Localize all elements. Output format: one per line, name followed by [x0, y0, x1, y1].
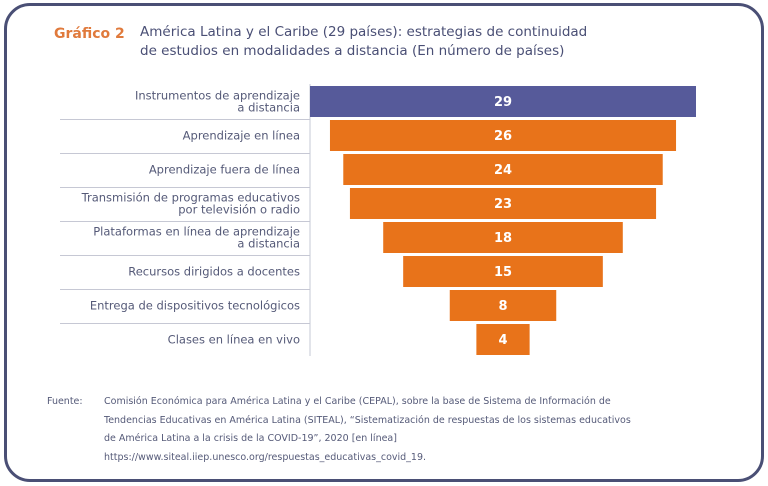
source-line-1: Comisión Económica para América Latina y… — [104, 396, 611, 407]
source-text: Comisión Económica para América Latina y… — [104, 393, 704, 467]
bar — [329, 120, 677, 151]
category-label: Instrumentos de aprendizaje a distancia — [135, 89, 300, 115]
category-label: Aprendizaje en línea — [183, 129, 300, 143]
bar-value-label: 18 — [494, 231, 512, 246]
bar — [383, 222, 623, 253]
source-line-3: de América Latina a la crisis de la COVI… — [104, 433, 397, 444]
category-label: Transmisión de programas educativos por t… — [81, 191, 300, 217]
bar — [403, 256, 603, 287]
bar — [449, 290, 557, 321]
source-label: Fuente: — [47, 396, 83, 407]
bar-value-label: 23 — [494, 197, 512, 212]
bar — [349, 188, 657, 219]
bar — [343, 154, 663, 185]
category-label: Plataformas en línea de aprendizaje a dis… — [93, 225, 300, 251]
bar — [476, 324, 530, 355]
category-label: Entrega de dispositivos tecnológicos — [90, 299, 300, 313]
bar — [310, 86, 696, 117]
category-label: Clases en línea en vivo — [168, 333, 300, 347]
bar-value-label: 8 — [498, 299, 507, 314]
bar-value-label: 24 — [494, 163, 512, 178]
figure-label: Gráfico 2 — [54, 26, 125, 42]
category-label: Recursos dirigidos a docentes — [128, 265, 300, 279]
source-line-4: https://www.siteal.iiep.unesco.org/respu… — [104, 451, 427, 463]
source-line-2: Tendencias Educativas en América Latina … — [104, 414, 631, 426]
category-label: Aprendizaje fuera de línea — [149, 163, 300, 177]
bar-value-label: 15 — [494, 265, 512, 280]
figure-title-line-2: de estudios en modalidades a distancia (… — [140, 43, 565, 59]
figure-title: América Latina y el Caribe (29 países): … — [140, 23, 600, 61]
bar-value-label: 4 — [498, 333, 507, 348]
bar-value-label: 29 — [494, 95, 512, 110]
bar-value-label: 26 — [494, 129, 512, 144]
figure-title-line-1: América Latina y el Caribe (29 países): … — [140, 24, 588, 40]
